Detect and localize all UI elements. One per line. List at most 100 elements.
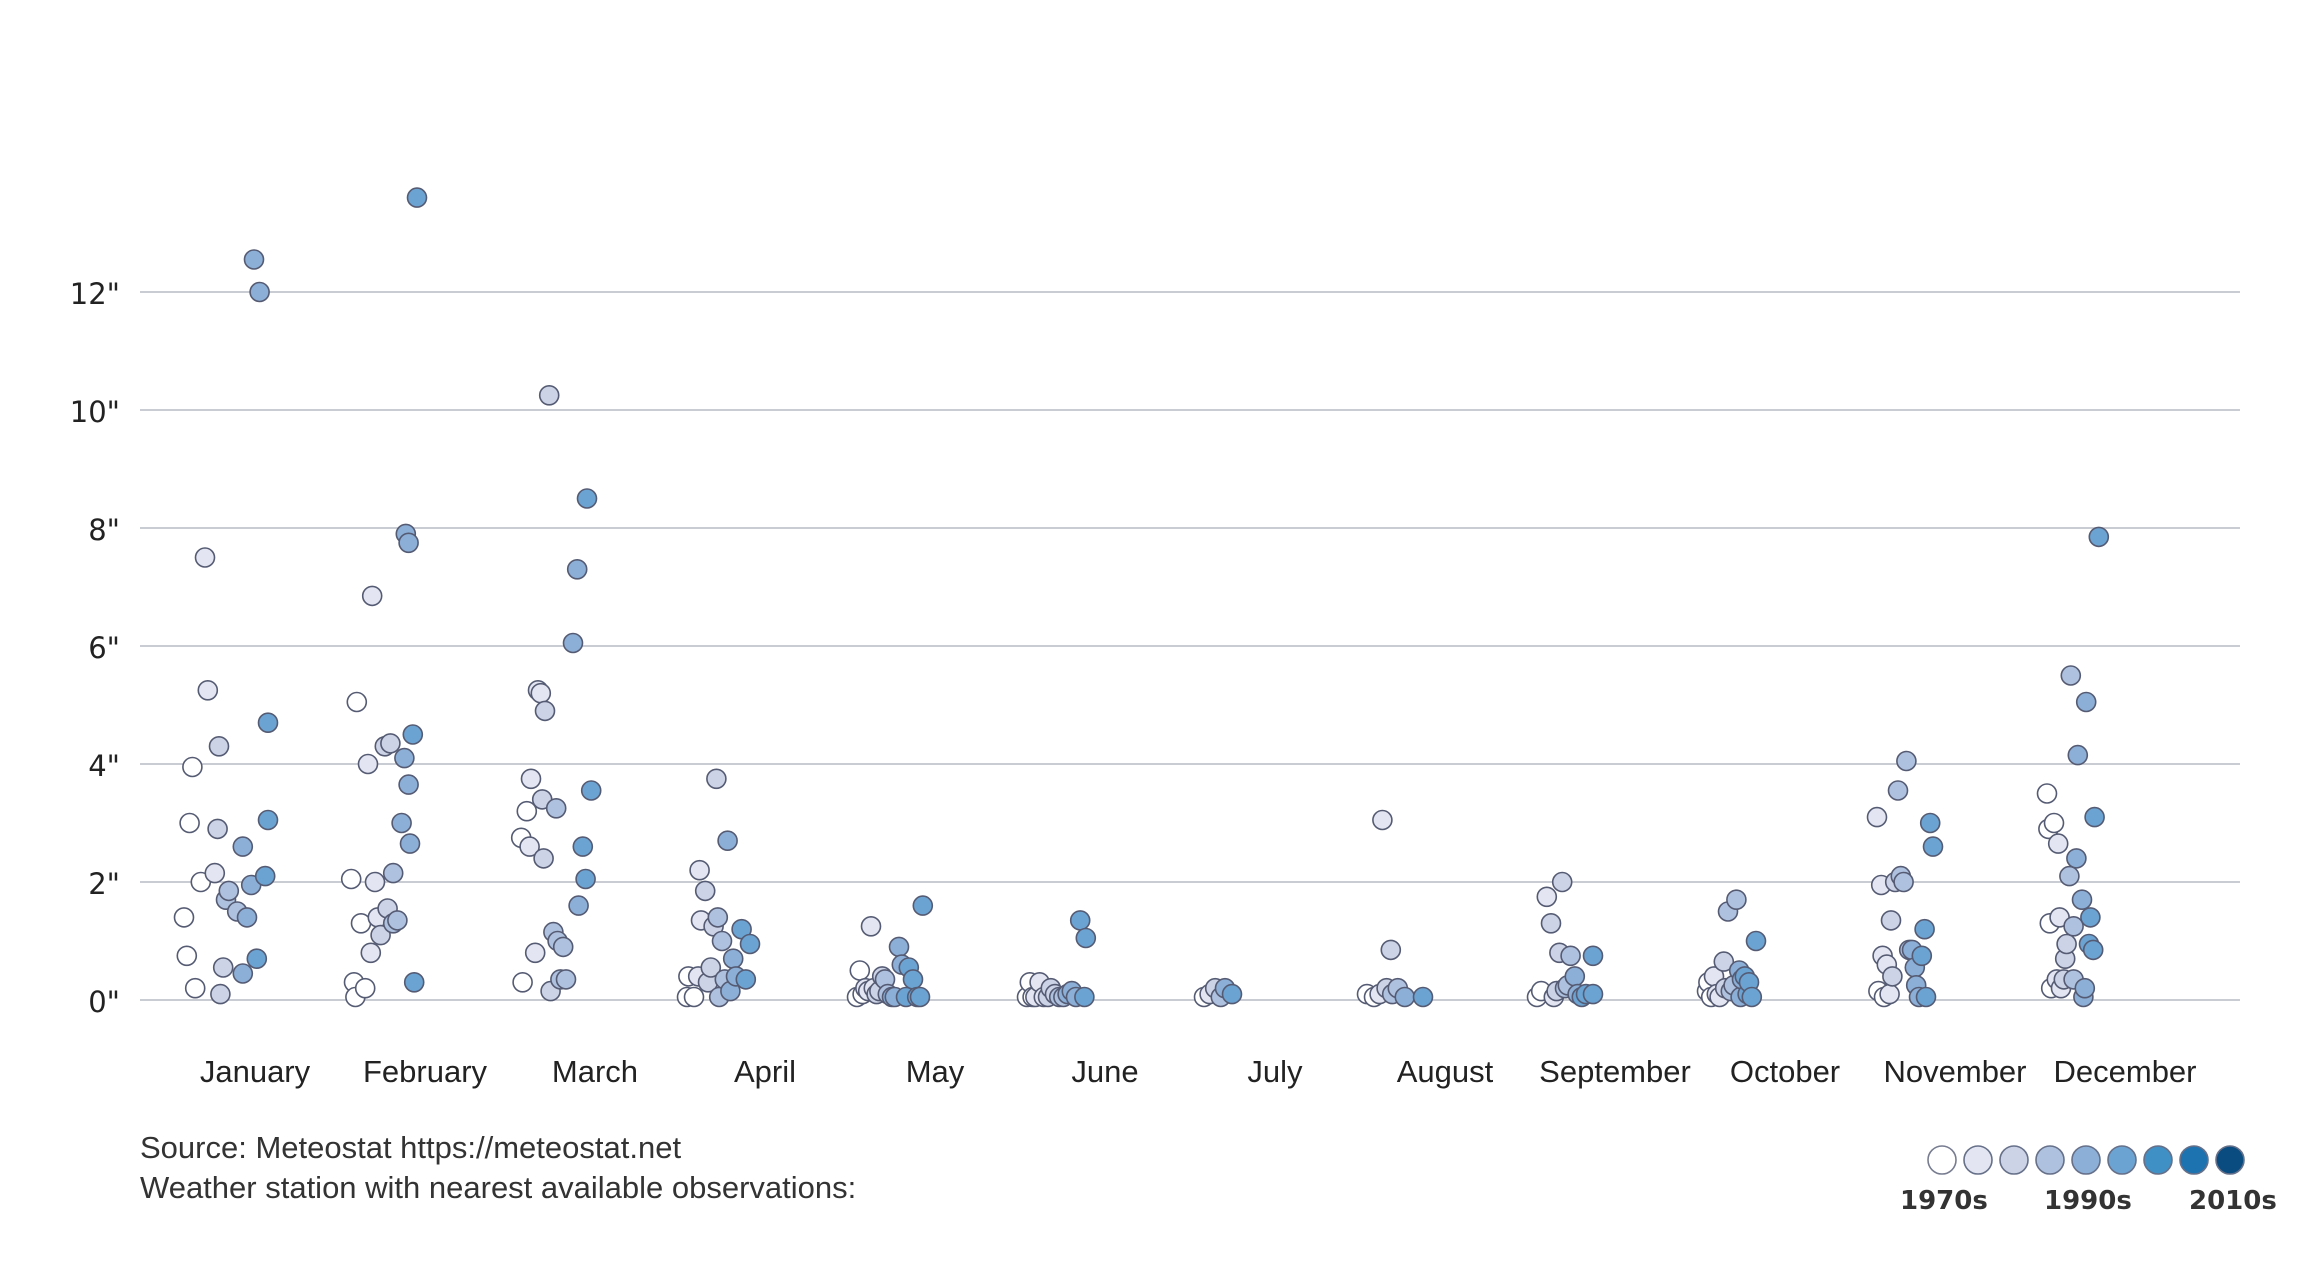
data-point <box>232 963 254 984</box>
data-point <box>902 969 924 990</box>
data-point <box>394 747 415 769</box>
legend-label-1970s: 1970s <box>1900 1186 1988 1216</box>
data-point <box>1582 945 1604 967</box>
data-point <box>706 768 727 790</box>
x-tick-label: April <box>734 1054 796 1089</box>
data-point <box>533 848 554 869</box>
data-point <box>218 880 240 902</box>
data-point <box>2075 691 2097 713</box>
data-point <box>530 682 552 704</box>
data-point <box>2088 526 2110 548</box>
data-point <box>2060 665 2082 686</box>
data-point <box>1069 910 1091 931</box>
y-tick-label: 2" <box>88 867 120 901</box>
data-point <box>1372 809 1393 831</box>
data-point <box>1221 983 1243 1005</box>
data-point <box>520 768 542 790</box>
data-point <box>370 924 391 946</box>
data-point <box>1536 886 1558 908</box>
data-point <box>568 895 589 916</box>
data-point <box>1745 930 1767 952</box>
legend-swatch <box>2071 1145 2101 1175</box>
data-point <box>722 948 744 970</box>
x-tick-label: September <box>1539 1054 1691 1089</box>
data-point <box>399 833 421 854</box>
y-tick-label: 4" <box>88 749 120 783</box>
data-point <box>1551 871 1573 893</box>
data-point <box>2043 812 2065 834</box>
data-point <box>2084 806 2105 828</box>
decade-legend <box>1927 1145 2245 1175</box>
data-point <box>179 812 200 834</box>
data-point <box>2071 889 2093 911</box>
data-point <box>346 691 368 713</box>
data-point <box>197 679 219 701</box>
legend-label-1990s: 1990s <box>2044 1186 2132 1216</box>
data-point <box>208 735 230 757</box>
data-point <box>212 957 234 978</box>
data-point <box>912 895 934 916</box>
data-point <box>1564 966 1586 987</box>
data-point <box>406 187 428 208</box>
data-point <box>246 948 268 970</box>
data-point <box>909 986 931 1008</box>
data-point <box>524 942 546 964</box>
data-point <box>398 774 419 795</box>
x-tick-label: August <box>1397 1054 1494 1089</box>
data-point <box>566 558 588 580</box>
data-point <box>1074 986 1095 1008</box>
data-point <box>204 862 226 884</box>
data-points <box>173 187 2110 1008</box>
data-point <box>361 585 383 607</box>
data-point <box>1412 986 1434 1008</box>
y-tick-label: 0" <box>88 985 120 1019</box>
data-point <box>1887 780 1909 801</box>
data-point <box>364 871 386 893</box>
legend-swatch <box>2143 1145 2173 1175</box>
data-point <box>572 836 594 857</box>
y-tick-label: 10" <box>70 395 120 429</box>
data-point <box>1911 945 1933 967</box>
data-point <box>254 865 276 887</box>
data-point <box>683 986 705 1008</box>
legend-swatch <box>1963 1145 1993 1175</box>
data-point <box>236 907 258 928</box>
data-point <box>576 488 598 509</box>
data-point <box>545 797 567 819</box>
y-tick-label: 8" <box>88 513 120 547</box>
data-point <box>360 942 382 964</box>
data-point <box>1919 812 1941 834</box>
data-point <box>512 971 533 993</box>
data-point <box>398 532 419 554</box>
data-point <box>1879 983 1900 1005</box>
data-point <box>534 700 556 722</box>
data-point <box>2059 865 2080 887</box>
data-point <box>2074 977 2096 999</box>
data-point <box>387 910 408 931</box>
data-point <box>1741 986 1763 1008</box>
data-point <box>707 907 729 928</box>
data-point <box>2082 939 2104 961</box>
data-point <box>176 945 198 967</box>
data-point <box>735 969 757 990</box>
data-point <box>1560 945 1581 967</box>
x-tick-label: June <box>1071 1054 1138 1089</box>
x-tick-label: November <box>1884 1054 2027 1089</box>
legend-swatch <box>2179 1145 2209 1175</box>
data-point <box>1075 927 1097 949</box>
data-point <box>249 281 270 303</box>
data-point <box>538 384 560 406</box>
data-point <box>717 830 738 852</box>
data-point <box>711 930 733 952</box>
data-point <box>184 977 206 999</box>
x-tick-label: October <box>1730 1054 1840 1089</box>
legend-swatch <box>1999 1145 2029 1175</box>
x-tick-label: February <box>363 1054 488 1089</box>
data-point <box>2080 907 2101 928</box>
legend-swatch <box>2035 1145 2065 1175</box>
station-note: Weather station with nearest available o… <box>140 1170 857 1205</box>
data-point <box>354 977 376 999</box>
data-point <box>1893 871 1914 893</box>
data-point <box>555 969 577 990</box>
data-point <box>2056 933 2077 955</box>
